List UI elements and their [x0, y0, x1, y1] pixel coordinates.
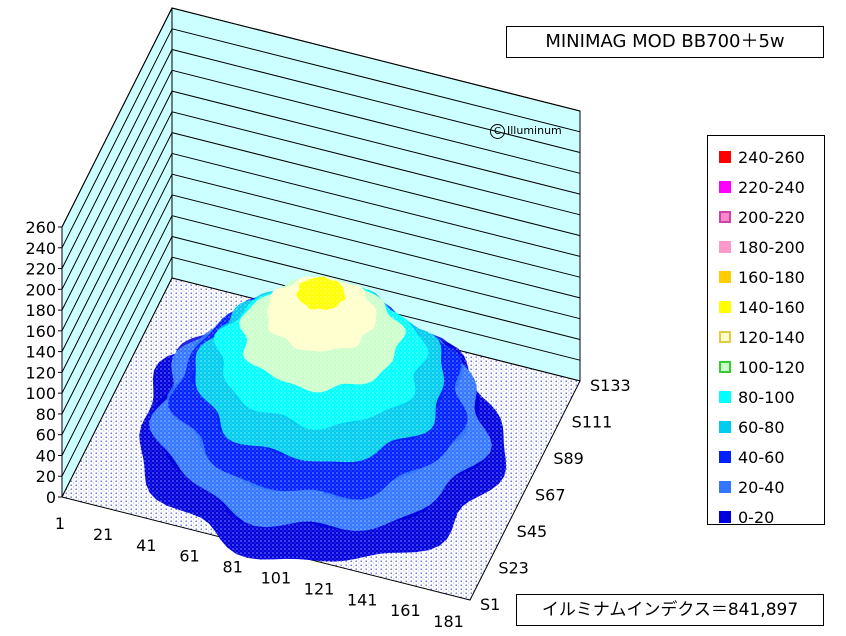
x-tick-label: 61	[179, 547, 199, 566]
x-tick-label: 181	[433, 612, 464, 631]
gridline-z-60	[61, 215, 581, 435]
surface-band-120-140-texture	[267, 276, 377, 352]
x-tick-label: 81	[223, 558, 243, 577]
legend-label: 220-240	[738, 177, 805, 197]
legend-item: 80-100	[708, 382, 824, 412]
legend-label: 40-60	[738, 447, 785, 467]
z-tick-label: 20	[36, 467, 56, 486]
gridline-z-20	[61, 256, 581, 477]
legend-item: 200-220	[708, 202, 824, 232]
z-tick-label: 80	[36, 405, 56, 424]
gridline-z-220	[61, 48, 581, 269]
legend-label: 0-20	[738, 507, 775, 527]
legend-swatch	[719, 391, 731, 403]
legend-item: 100-120	[708, 352, 824, 382]
gridline-z-180	[61, 90, 581, 311]
x-tick-label: 1	[55, 514, 65, 533]
copyright-icon: C	[490, 124, 505, 139]
z-tick-label: 240	[25, 239, 56, 258]
z-tick-label: 200	[25, 280, 56, 299]
z-tick-label: 140	[25, 343, 56, 362]
legend-label: 20-40	[738, 477, 785, 497]
legend-label: 60-80	[738, 417, 785, 437]
legend-swatch	[719, 181, 731, 193]
legend-item: 0-20	[708, 502, 824, 532]
z-tick-label: 120	[25, 363, 56, 382]
legend-item: 40-60	[708, 442, 824, 472]
surface-band-140-160-texture	[296, 276, 346, 310]
z-tick-label: 160	[25, 322, 56, 341]
y-tick-label: S23	[498, 559, 529, 578]
chart-surface	[139, 275, 507, 562]
illuminum-index: イルミナムインデクス＝841,897	[516, 594, 824, 626]
gridline-z-160	[61, 111, 581, 332]
watermark-text: Illuminum	[507, 124, 562, 137]
gridline-z-260	[61, 7, 581, 228]
legend-item: 60-80	[708, 412, 824, 442]
legend-label: 160-180	[738, 267, 805, 287]
legend-swatch	[719, 421, 731, 433]
gridline-z-200	[61, 69, 581, 290]
chart-title: MINIMAG MOD BB700＋5w	[506, 26, 824, 58]
y-tick-label: S1	[480, 595, 500, 614]
legend-swatch	[719, 241, 731, 253]
legend-swatch	[719, 151, 731, 163]
legend-item: 180-200	[708, 232, 824, 262]
chart-legend: 240-260 220-240 200-220 180-200 160-180 140-1…	[707, 135, 825, 527]
legend-item: 140-160	[708, 292, 824, 322]
gridline-z-140	[61, 132, 581, 352]
legend-label: 100-120	[738, 357, 805, 377]
y-axis-ticks: S1 S23 S45 S67 S89 S111 S133	[480, 376, 631, 614]
legend-swatch	[719, 481, 731, 493]
legend-label: 80-100	[738, 387, 795, 407]
y-tick-label: S45	[517, 522, 548, 541]
gridline-z-120	[61, 152, 581, 373]
legend-item: 160-180	[708, 262, 824, 292]
z-tick-label: 0	[46, 488, 56, 507]
gridline-z-40	[61, 235, 581, 456]
legend-label: 180-200	[738, 237, 805, 257]
x-tick-label: 41	[136, 536, 156, 555]
legend-label: 200-220	[738, 207, 805, 227]
legend-swatch	[719, 271, 731, 283]
x-tick-label: 161	[390, 601, 421, 620]
legend-swatch	[719, 211, 731, 223]
legend-swatch	[719, 451, 731, 463]
legend-item: 20-40	[708, 472, 824, 502]
gridline-z-100	[61, 173, 581, 394]
legend-swatch	[719, 361, 731, 373]
legend-item: 120-140	[708, 322, 824, 352]
z-tick-label: 180	[25, 301, 56, 320]
chart-walls	[61, 7, 581, 498]
legend-label: 120-140	[738, 327, 805, 347]
y-tick-label: S89	[553, 449, 584, 468]
legend-item: 220-240	[708, 172, 824, 202]
z-tick-label: 220	[25, 260, 56, 279]
x-tick-label: 121	[304, 579, 335, 598]
legend-swatch	[719, 301, 731, 313]
legend-label: 240-260	[738, 147, 805, 167]
gridline-z-240	[61, 28, 581, 249]
y-tick-label: S133	[590, 376, 631, 395]
legend-item: 240-260	[708, 142, 824, 172]
x-tick-label: 21	[93, 525, 113, 544]
y-tick-label: S111	[572, 413, 613, 432]
z-tick-label: 100	[25, 384, 56, 403]
x-tick-label: 141	[347, 590, 378, 609]
y-tick-label: S67	[535, 486, 566, 505]
z-tick-label: 40	[36, 446, 56, 465]
z-tick-label: 60	[36, 426, 56, 445]
z-tick-label: 260	[25, 218, 56, 237]
legend-swatch	[719, 331, 731, 343]
legend-swatch	[719, 511, 731, 523]
x-tick-label: 101	[261, 568, 292, 587]
legend-label: 140-160	[738, 297, 805, 317]
gridline-z-80	[61, 194, 581, 415]
copyright-watermark: C Illuminum	[490, 124, 562, 139]
